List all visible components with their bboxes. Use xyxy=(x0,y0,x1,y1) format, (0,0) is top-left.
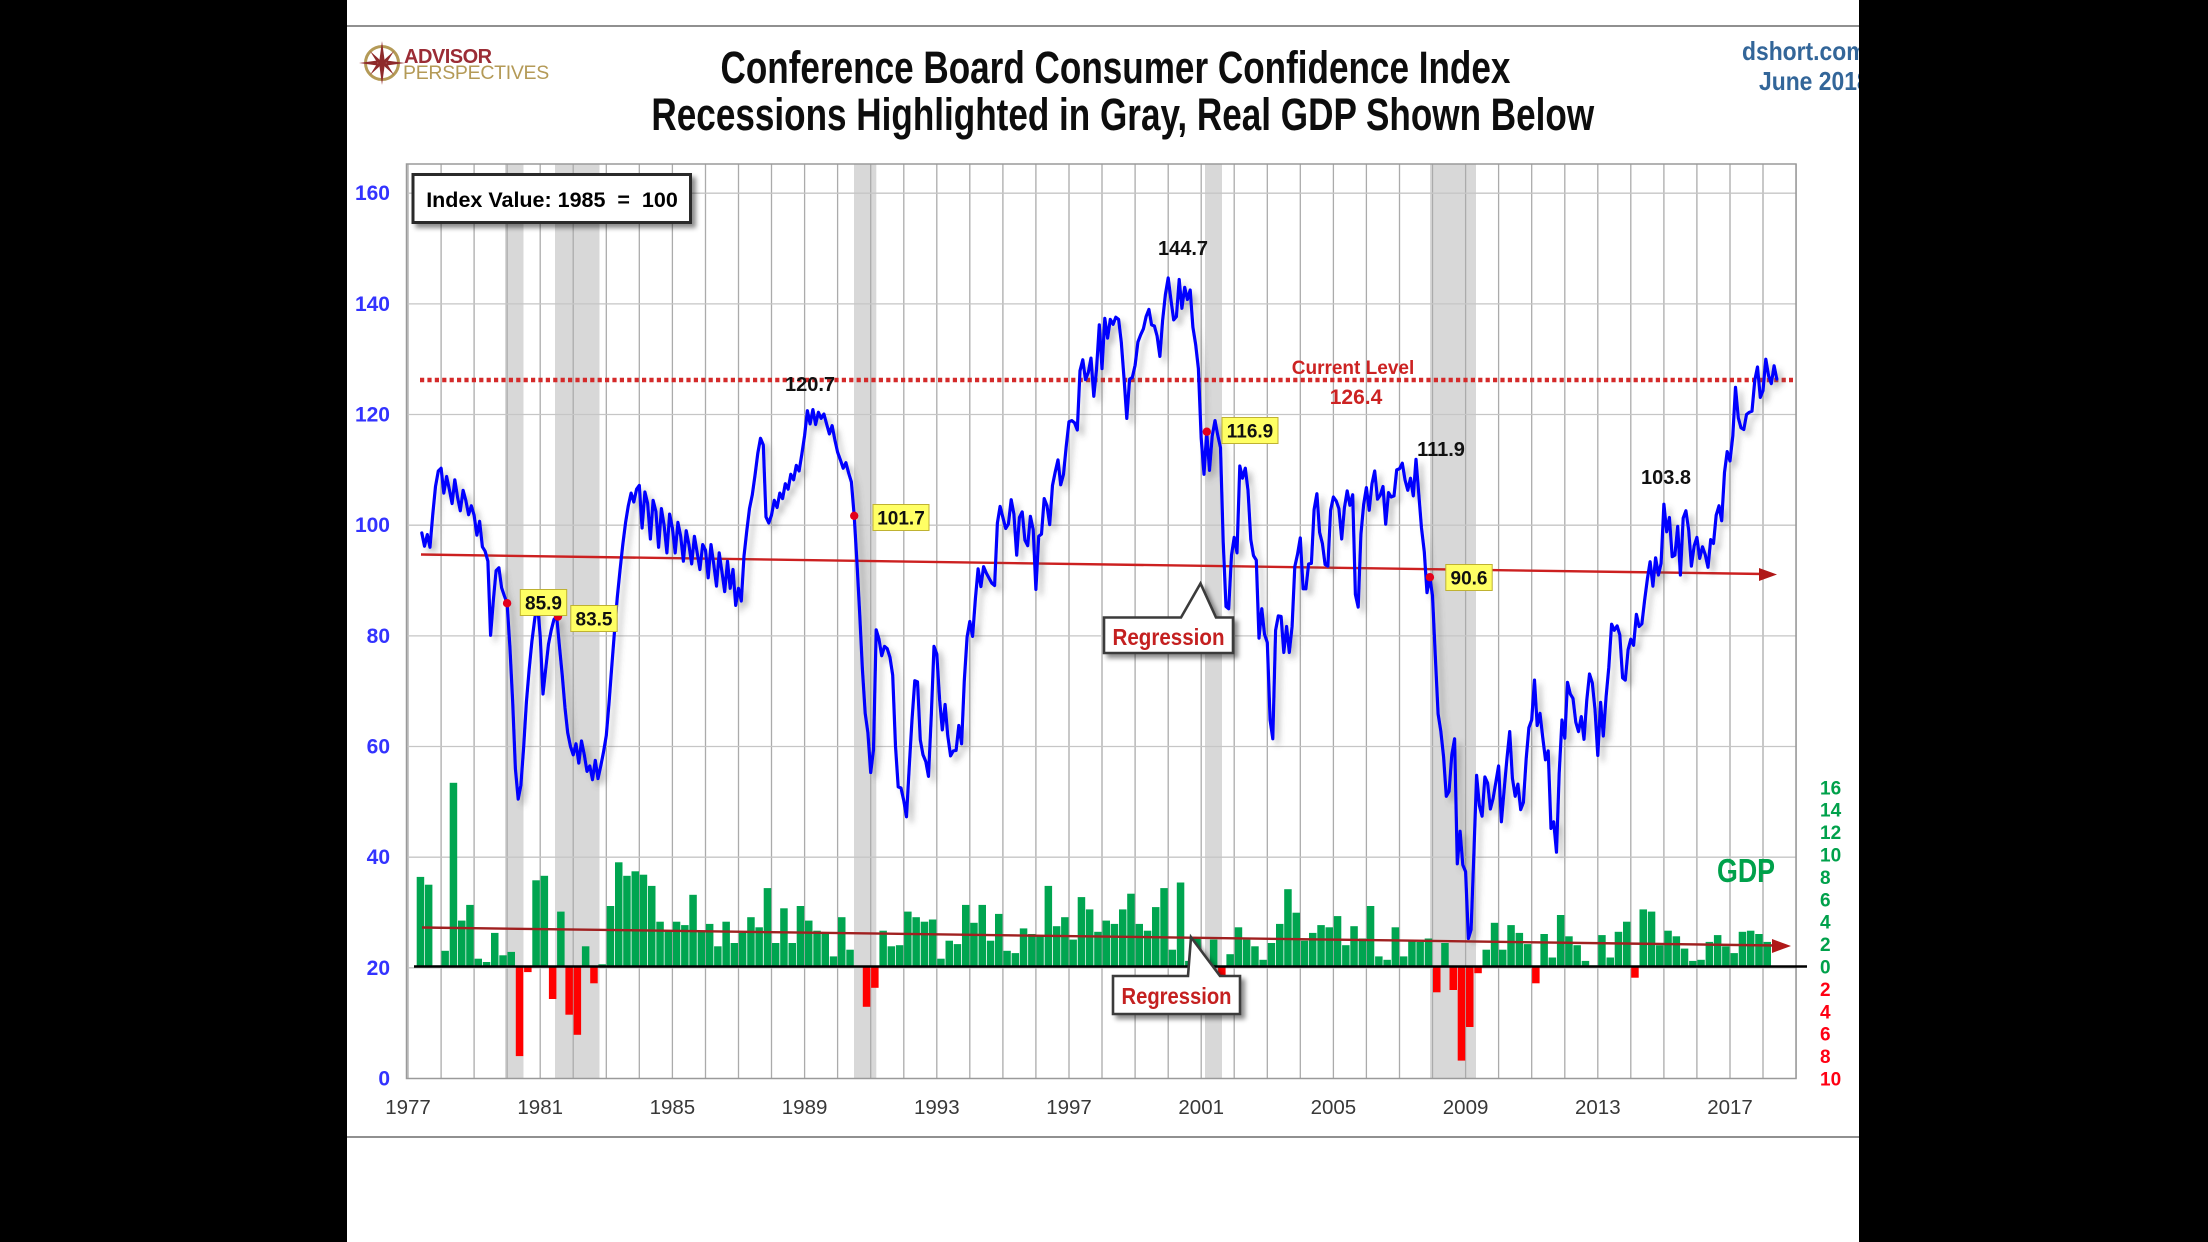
svg-text:Regression: Regression xyxy=(1113,624,1225,650)
svg-text:80: 80 xyxy=(367,625,390,648)
svg-text:2001: 2001 xyxy=(1178,1096,1224,1119)
svg-text:85.9: 85.9 xyxy=(525,594,562,615)
svg-text:20: 20 xyxy=(367,957,390,980)
svg-text:4: 4 xyxy=(1820,913,1831,934)
svg-text:126.4: 126.4 xyxy=(1330,386,1383,409)
svg-text:111.9: 111.9 xyxy=(1417,439,1465,461)
svg-text:2013: 2013 xyxy=(1575,1096,1621,1119)
svg-text:10: 10 xyxy=(1820,1070,1841,1091)
svg-text:2: 2 xyxy=(1820,980,1831,1001)
svg-text:144.7: 144.7 xyxy=(1158,238,1208,260)
svg-text:103.8: 103.8 xyxy=(1641,467,1691,489)
svg-text:40: 40 xyxy=(367,846,390,869)
svg-text:10: 10 xyxy=(1820,846,1841,867)
svg-text:6: 6 xyxy=(1820,1025,1831,1046)
svg-text:100: 100 xyxy=(355,514,390,537)
svg-text:1981: 1981 xyxy=(517,1096,563,1119)
svg-text:2: 2 xyxy=(1820,935,1831,956)
svg-text:116.9: 116.9 xyxy=(1227,422,1274,443)
svg-text:2005: 2005 xyxy=(1311,1096,1357,1119)
svg-text:16: 16 xyxy=(1820,778,1841,799)
svg-text:140: 140 xyxy=(355,293,390,316)
svg-text:12: 12 xyxy=(1820,823,1841,844)
svg-text:Index Value: 1985 = 100: Index Value: 1985 = 100 xyxy=(426,188,678,212)
svg-text:120: 120 xyxy=(355,404,390,427)
svg-text:120.7: 120.7 xyxy=(785,374,835,396)
svg-text:8: 8 xyxy=(1820,868,1831,889)
svg-text:2009: 2009 xyxy=(1443,1096,1489,1119)
svg-text:14: 14 xyxy=(1820,801,1842,822)
svg-text:ADVISOR: ADVISOR xyxy=(404,46,493,68)
svg-text:1997: 1997 xyxy=(1046,1096,1092,1119)
svg-text:1977: 1977 xyxy=(385,1096,431,1119)
svg-text:2017: 2017 xyxy=(1707,1096,1753,1119)
svg-text:60: 60 xyxy=(367,736,390,759)
svg-text:1985: 1985 xyxy=(650,1096,696,1119)
svg-text:90.6: 90.6 xyxy=(1451,569,1488,590)
svg-text:PERSPECTIVES: PERSPECTIVES xyxy=(403,62,549,84)
svg-text:160: 160 xyxy=(355,182,390,205)
svg-text:4: 4 xyxy=(1820,1002,1831,1023)
svg-text:1989: 1989 xyxy=(782,1096,828,1119)
svg-text:6: 6 xyxy=(1820,890,1831,911)
svg-text:1993: 1993 xyxy=(914,1096,960,1119)
svg-text:Current Level: Current Level xyxy=(1292,358,1414,379)
svg-text:83.5: 83.5 xyxy=(576,610,613,631)
svg-text:101.7: 101.7 xyxy=(877,509,925,530)
svg-text:8: 8 xyxy=(1820,1047,1831,1068)
svg-text:0: 0 xyxy=(378,1068,390,1091)
svg-text:0: 0 xyxy=(1820,958,1831,979)
svg-text:Regression: Regression xyxy=(1122,983,1232,1009)
svg-text:GDP: GDP xyxy=(1717,852,1775,889)
